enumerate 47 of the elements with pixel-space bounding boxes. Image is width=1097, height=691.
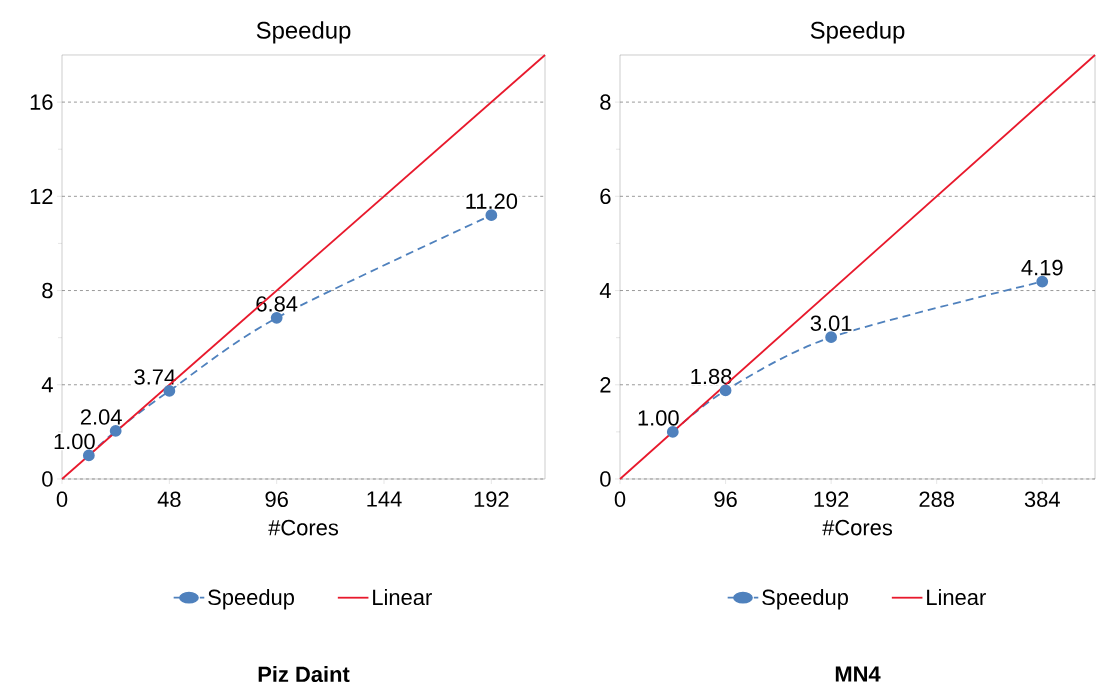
point [163,384,176,397]
x-axis-title: #Cores [268,519,339,536]
data-label: 3.74 [134,369,176,385]
x-axis-title: #Cores [822,519,893,536]
data-label: 2.04 [80,409,122,425]
chart-title: Speedup [810,21,905,44]
y-tick-label: 8 [600,94,611,110]
x-tick-label: 96 [714,491,737,508]
text: MN4 [835,666,881,682]
legend-label: Linear [927,589,986,606]
x-tick-label: 48 [157,491,181,508]
x-tick-label: 144 [367,491,402,507]
x-tick-label: 192 [814,491,849,508]
x-tick-label: 288 [919,491,954,508]
point [666,425,679,438]
point [82,449,95,462]
text: Piz Daint [258,665,350,683]
data-label: 1.00 [54,433,95,450]
point [270,311,283,324]
y-tick-label: 4 [41,377,53,393]
y-tick-label: 2 [600,377,611,393]
point [1036,275,1049,288]
point [719,384,732,397]
y-tick-label: 0 [42,471,53,487]
y-tick-label: 6 [600,188,611,205]
y-tick-label: 12 [30,188,53,204]
x-tick-label: 96 [265,491,288,508]
x-tick-label: 0 [56,491,68,508]
point [485,209,498,222]
x-tick-label: 0 [614,491,626,508]
y-tick-label: 4 [599,283,611,299]
y-tick-label: 0 [600,471,611,487]
y-tick-label: 16 [30,94,53,110]
legend-label: Linear [373,589,432,606]
point [109,425,122,437]
data-label: 3.01 [810,315,852,331]
x-tick-label: 192 [474,491,509,508]
data-label: 11.20 [466,193,518,209]
data-label: 1.00 [638,410,679,426]
point [825,331,838,344]
x-tick-label: 384 [1024,491,1060,508]
data-label: 1.88 [691,368,732,385]
y-tick-label: 8 [42,282,53,299]
legend-label: Speedup [208,589,294,610]
legend-label: Speedup [762,589,848,610]
data-label: 4.19 [1021,259,1063,276]
chart-title: Speedup [256,21,351,44]
